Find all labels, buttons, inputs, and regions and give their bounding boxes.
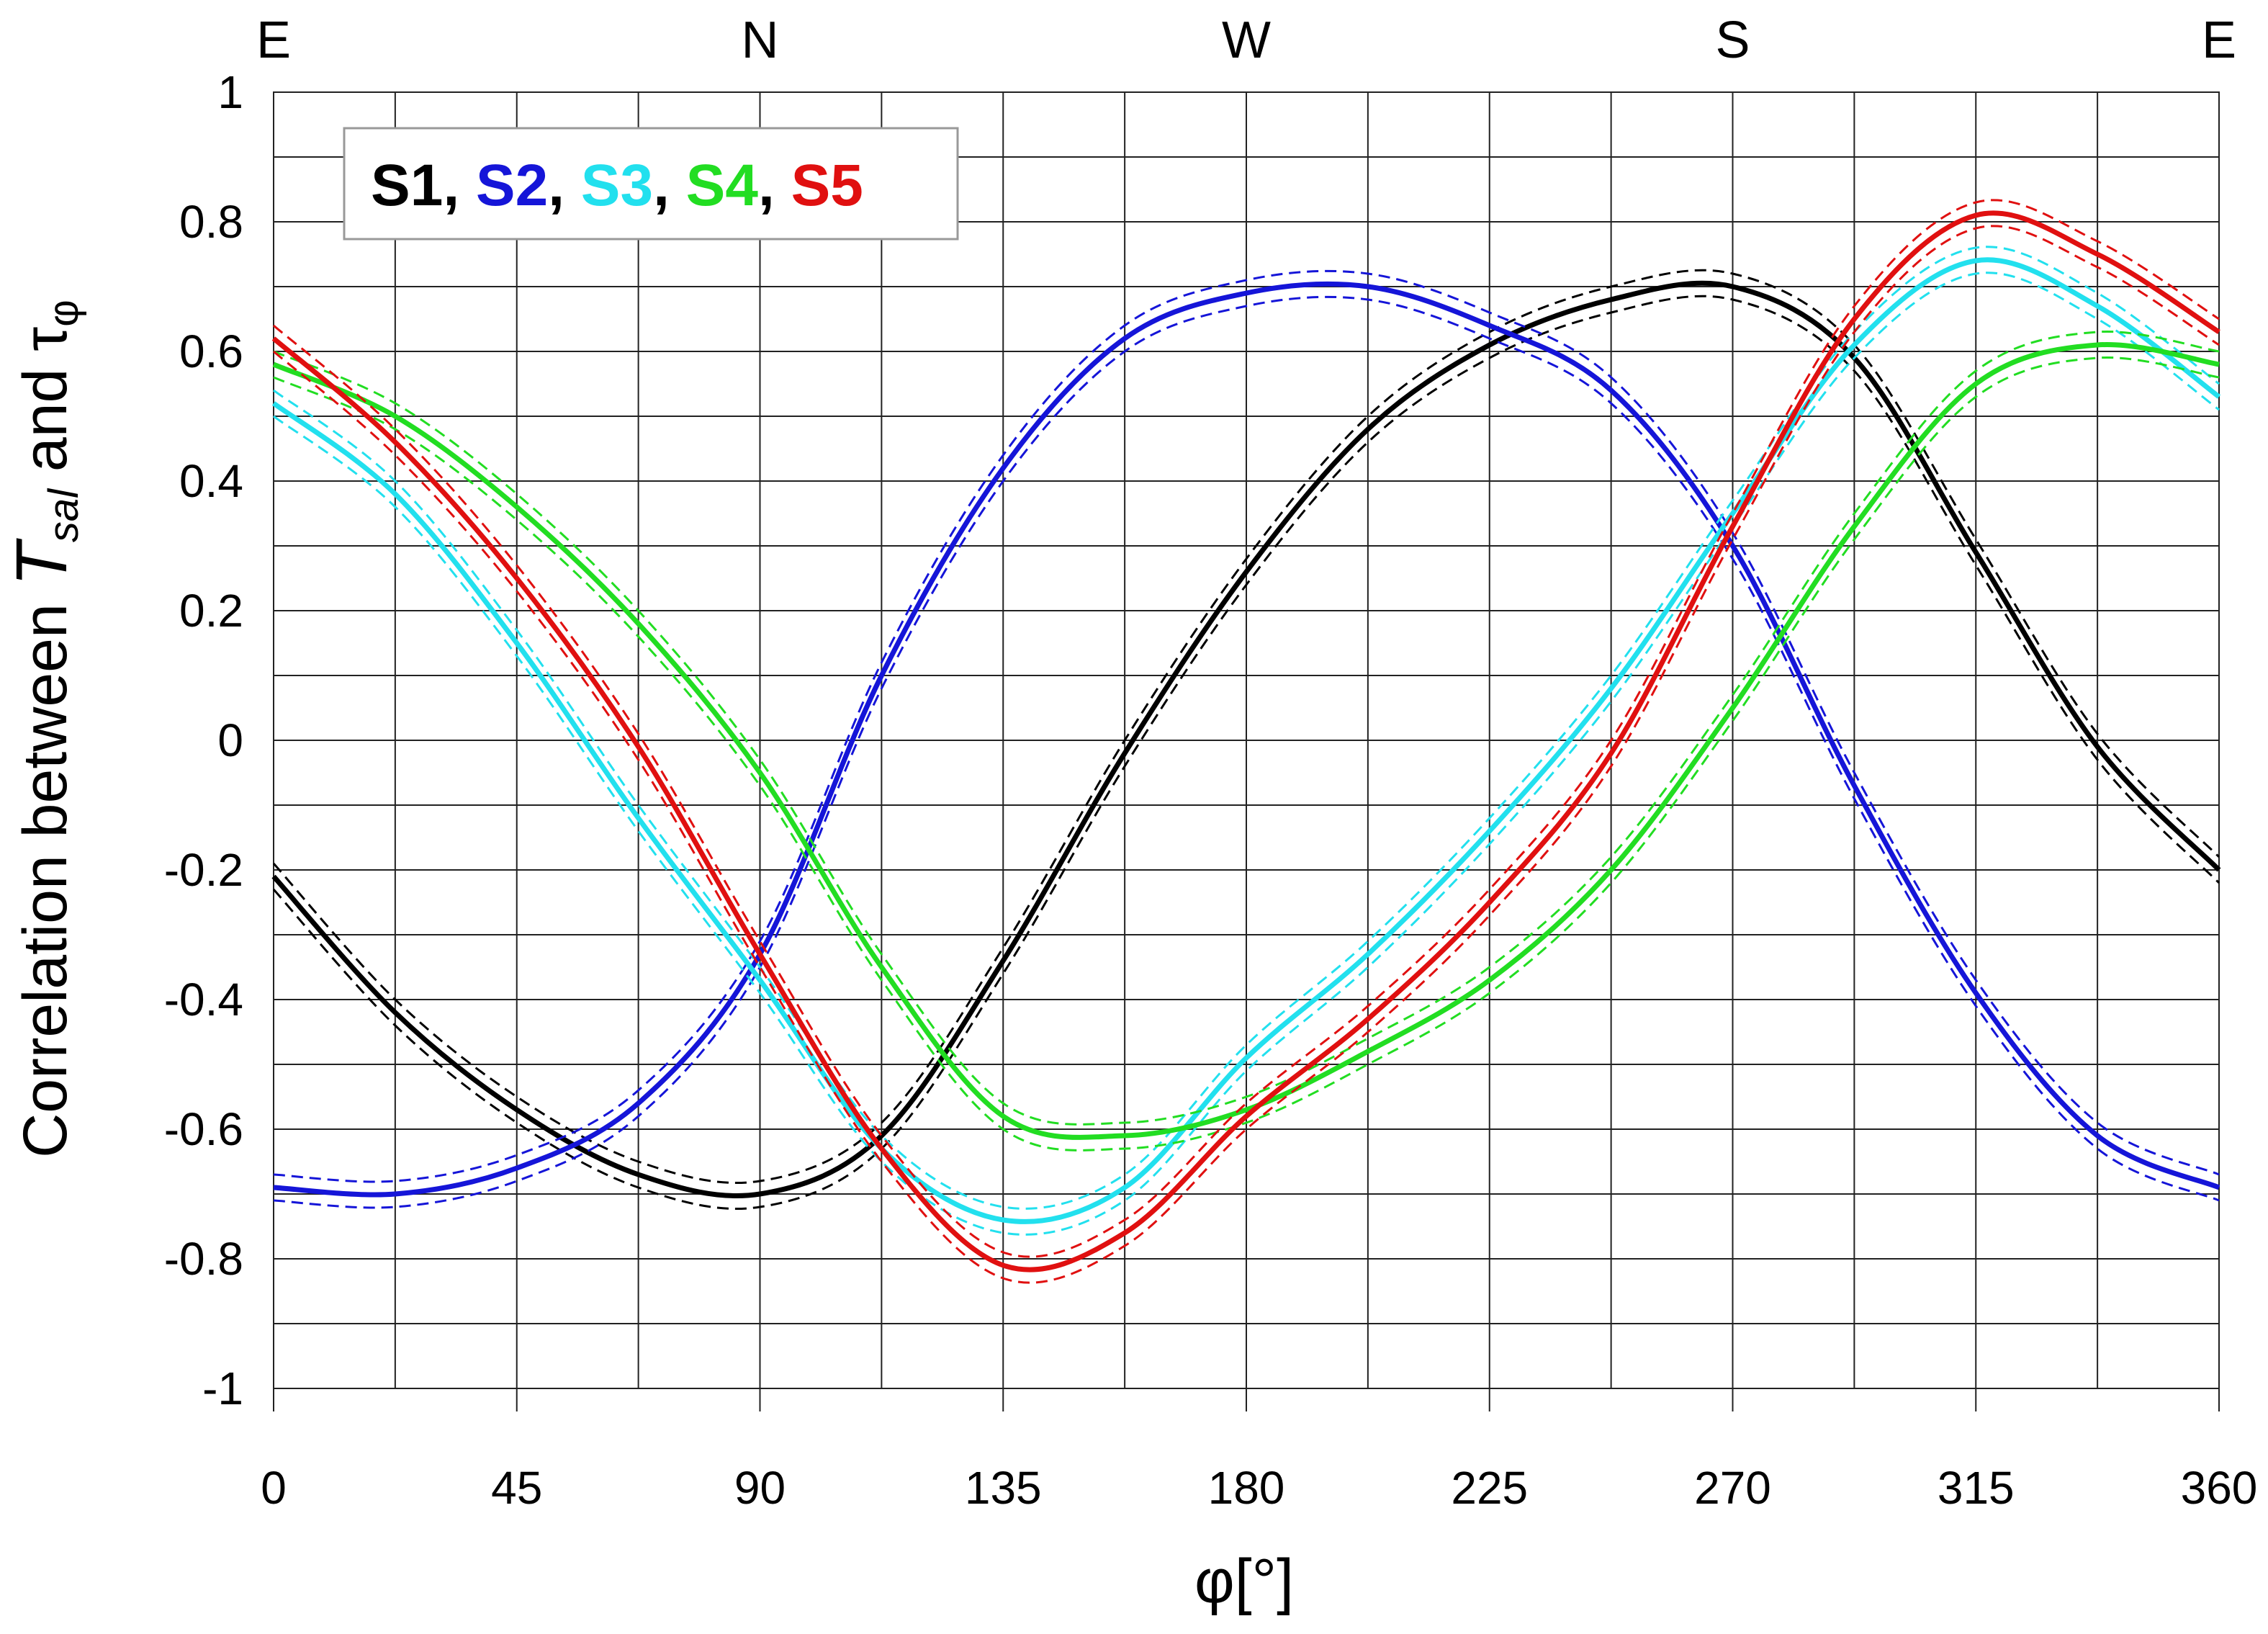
legend-separator: , [758, 153, 791, 218]
series-s4-line [272, 341, 2220, 1140]
y-tick-label: -1 [202, 1363, 243, 1414]
legend-entry-s4: S4 [686, 153, 759, 218]
series-s2-line [273, 281, 2220, 1198]
series-s1-line [271, 280, 2221, 1198]
y-tick-label: -0.6 [164, 1103, 243, 1155]
series-s2-confidence-line [273, 295, 2220, 1209]
y-tick-label: 0.8 [179, 196, 243, 248]
legend-separator: , [443, 153, 476, 218]
series-s5-line [271, 210, 2220, 1272]
compass-label: S [1715, 12, 1750, 69]
legend-entry-s1: S1 [371, 153, 443, 218]
series-s5 [271, 199, 2220, 1284]
x-tick-label: 135 [965, 1462, 1042, 1514]
x-tick-label: 360 [2181, 1462, 2258, 1514]
x-tick-label: 315 [1938, 1462, 2015, 1514]
legend: S1, S2, S3, S4, S5 [343, 127, 959, 241]
grid [273, 91, 2220, 1411]
series-s4 [272, 330, 2220, 1152]
y-axis-tick-labels: 1 0.8 0.6 0.4 0.2 0 -0.2 -0.4 -0.6 -0.8 -1 [164, 66, 243, 1414]
series-s1 [271, 269, 2221, 1210]
legend-separator: , [548, 153, 581, 218]
series-s2-confidence-line [273, 269, 2220, 1183]
x-tick-label: 90 [734, 1462, 786, 1514]
compass-label: W [1222, 12, 1271, 69]
legend-entry-s3: S3 [581, 153, 653, 218]
legend-text: S1, S2, S3, S4, S5 [371, 153, 863, 218]
plot-frame [273, 91, 2220, 1389]
series-s1-confidence-line [272, 295, 2220, 1210]
legend-box [343, 127, 959, 241]
series-s2 [273, 269, 2220, 1209]
y-axis-label: Correlation between Tsal and τφ [1, 300, 87, 1158]
y-tick-label: -0.4 [164, 974, 243, 1025]
compass-label: E [2202, 12, 2236, 69]
compass-label: N [742, 12, 779, 69]
y-tick-label: 0.4 [179, 455, 243, 507]
x-tick-label: 225 [1451, 1462, 1528, 1514]
series-layer [271, 199, 2221, 1284]
compass-label: E [256, 12, 291, 69]
series-s4-confidence-line [273, 356, 2220, 1152]
y-tick-label: 1 [217, 66, 243, 118]
y-tick-label: -0.2 [164, 844, 243, 896]
y-tick-label: 0.6 [179, 326, 243, 377]
x-axis-label: φ[°] [1194, 1547, 1294, 1616]
series-s3-line [271, 257, 2221, 1224]
legend-separator: , [653, 153, 686, 218]
x-tick-label: 0 [261, 1462, 287, 1514]
x-tick-label: 270 [1694, 1462, 1771, 1514]
series-s4-confidence-line [273, 330, 2220, 1126]
y-tick-label: 0 [217, 714, 243, 766]
legend-entry-s2: S2 [476, 153, 548, 218]
y-tick-label: -0.8 [164, 1233, 243, 1285]
series-s3-confidence-line [273, 271, 2220, 1236]
x-axis-tick-labels: 0 45 90 135 180 225 270 315 360 [261, 1462, 2257, 1514]
y-tick-label: 0.2 [179, 585, 243, 637]
legend-entry-s5: S5 [791, 153, 863, 218]
series-s1-confidence-line [272, 269, 2220, 1184]
x-tick-label: 180 [1208, 1462, 1285, 1514]
x-tick-label: 45 [491, 1462, 542, 1514]
